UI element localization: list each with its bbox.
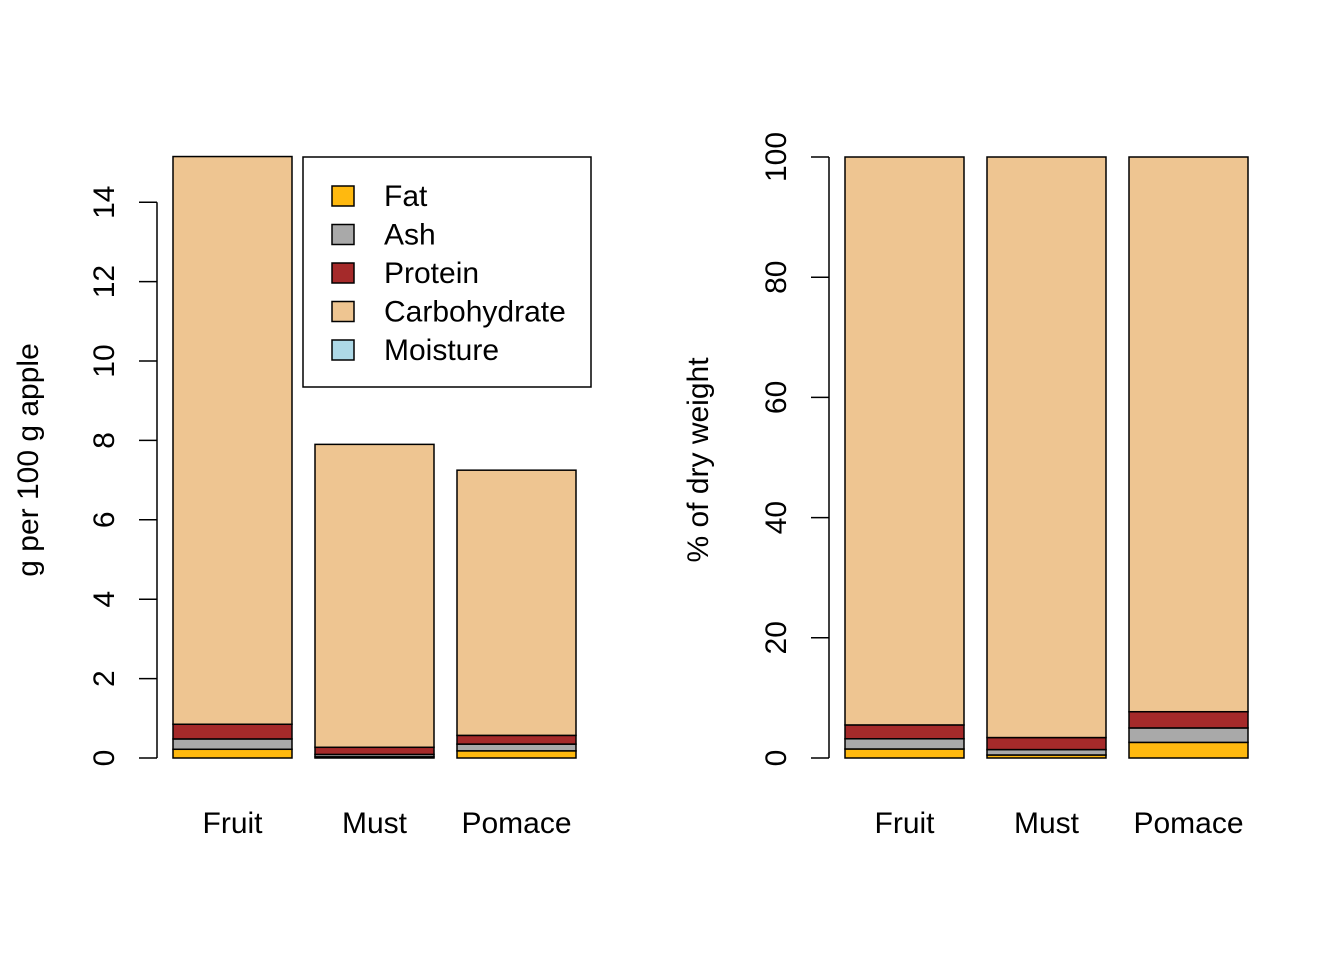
x-category-label: Pomace <box>461 807 571 840</box>
bar-pomace-fat <box>1128 741 1249 759</box>
y-tick-label: 100 <box>760 132 793 182</box>
bar-pomace-ash <box>456 743 577 752</box>
y-tick-label: 40 <box>760 501 793 534</box>
x-category-label: Pomace <box>1133 807 1243 840</box>
bar-must-protein <box>314 746 435 756</box>
bar-pomace-ash <box>1128 727 1249 744</box>
bar-pomace-carbohydrate <box>1128 156 1249 713</box>
bar-fruit-protein <box>172 723 293 740</box>
bar-pomace-fat <box>456 750 577 759</box>
y-tick-label: 10 <box>88 344 121 377</box>
legend-label-carbohydrate: Carbohydrate <box>384 296 566 329</box>
y-tick-label: 0 <box>88 750 121 767</box>
bar-must-carbohydrate <box>986 156 1107 739</box>
legend-label-protein: Protein <box>384 257 479 290</box>
bar-pomace-carbohydrate <box>456 469 577 737</box>
y-tick-label: 4 <box>88 591 121 608</box>
legend-label-moisture: Moisture <box>384 334 499 367</box>
bar-pomace-protein <box>1128 710 1249 729</box>
legend-swatch-ash <box>331 223 355 246</box>
panel-left: g per 100 g apple 0 2 4 6 8 10 12 14 Fruit Must Po… <box>12 155 592 840</box>
x-category-label: Must <box>342 807 408 840</box>
bar-must-carbohydrate <box>314 443 435 749</box>
y-tick-label: 14 <box>88 186 121 219</box>
y-tick-label: 8 <box>88 432 121 449</box>
bar-must-protein <box>986 736 1107 751</box>
legend-swatch-carbohydrate <box>331 300 355 323</box>
y-tick-label: 12 <box>88 265 121 298</box>
bar-pomace-protein <box>456 734 577 745</box>
legend: Fat Ash Protein Carbohydrate Moisture <box>302 156 592 388</box>
y-tick-label: 20 <box>760 621 793 654</box>
y-tick-label: 60 <box>760 381 793 414</box>
bar-fruit-ash <box>172 738 293 751</box>
bar-fruit-carbohydrate <box>172 155 293 726</box>
bar-fruit-protein <box>844 724 965 740</box>
legend-swatch-moisture <box>331 339 355 361</box>
x-category-label: Fruit <box>203 807 264 840</box>
bar-fruit-carbohydrate <box>844 156 965 726</box>
y-tick-label: 0 <box>760 750 793 767</box>
legend-swatch-protein <box>331 262 355 284</box>
x-category-label: Fruit <box>875 807 936 840</box>
legend-label-fat: Fat <box>384 180 428 213</box>
y-axis-label-right: % of dry weight <box>682 357 715 563</box>
y-tick-label: 6 <box>88 511 121 528</box>
bar-fruit-fat <box>844 748 965 759</box>
bar-must-ash <box>986 748 1107 756</box>
bar-fruit-fat <box>172 748 293 759</box>
panel-right: % of dry weight 0 20 40 60 80 100 Fruit Must Pom… <box>682 132 1249 840</box>
y-axis-label-left: g per 100 g apple <box>12 343 45 577</box>
legend-label-ash: Ash <box>384 219 436 252</box>
x-category-label: Must <box>1014 807 1080 840</box>
y-tick-label: 80 <box>760 261 793 294</box>
y-tick-label: 2 <box>88 670 121 687</box>
legend-swatch-fat <box>331 185 355 207</box>
bar-fruit-ash <box>844 738 965 750</box>
